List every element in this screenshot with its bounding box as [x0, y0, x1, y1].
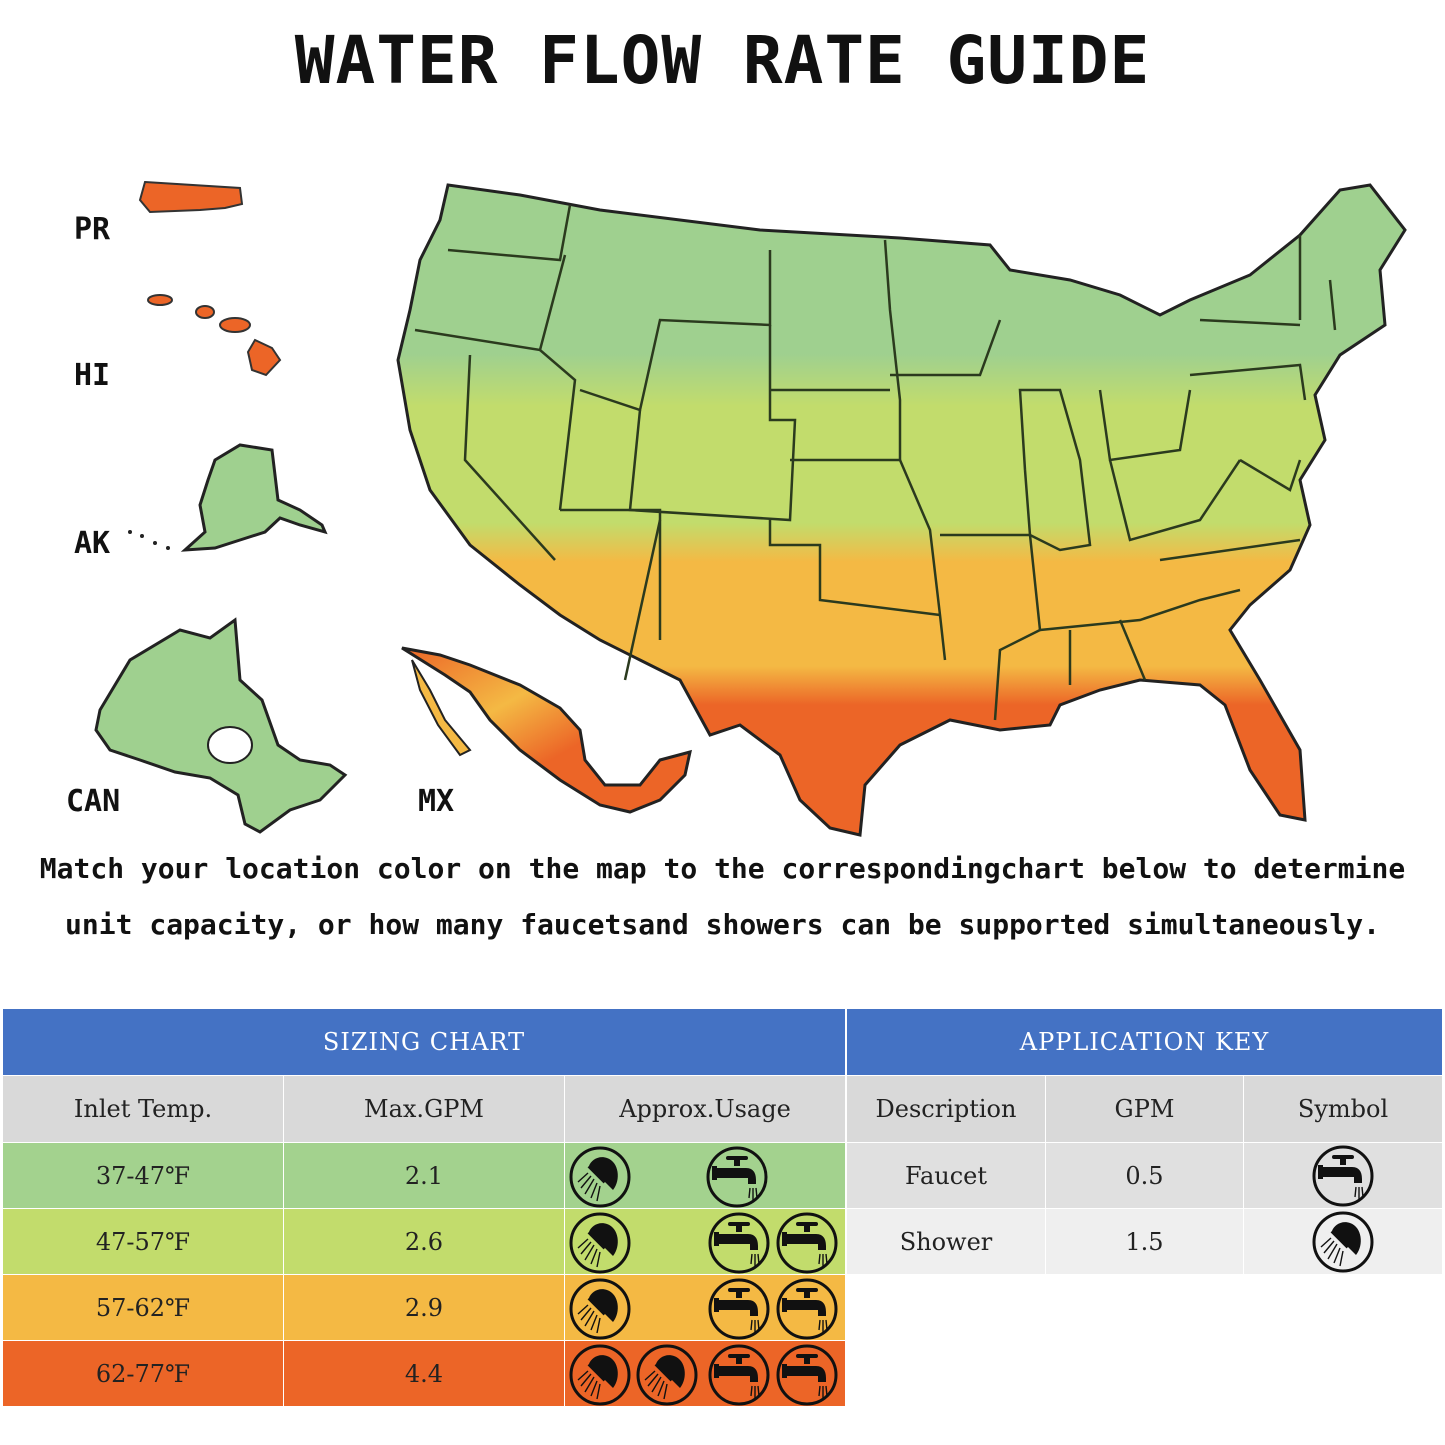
header-symbol: Symbol: [1242, 1075, 1444, 1143]
description-cell: Faucet: [846, 1142, 1046, 1209]
shower-icon: [1312, 1211, 1374, 1272]
gpm-cell: 2.1: [283, 1142, 565, 1209]
description-cell: Shower: [846, 1208, 1046, 1275]
usage-cell: [563, 1274, 847, 1341]
table-row: 47-57℉ 2.6: [2, 1208, 847, 1275]
faucet-icon: [706, 1146, 768, 1208]
gpm-cell: 2.6: [283, 1208, 565, 1275]
table-row: Shower 1.5: [846, 1208, 1444, 1275]
shower-icon: [636, 1344, 698, 1406]
usage-cell: [563, 1208, 847, 1275]
shower-icon: [569, 1146, 631, 1208]
label-can: CAN: [66, 784, 121, 819]
temp-cell: 37-47℉: [2, 1142, 284, 1209]
faucet-icon: [708, 1344, 770, 1406]
temp-cell: 57-62℉: [2, 1274, 284, 1341]
application-key: APPLICATION KEY Description GPM Symbol F…: [845, 1008, 1444, 1275]
label-hi: HI: [74, 358, 111, 393]
faucet-icon: [776, 1278, 838, 1340]
gpm-cell: 2.9: [283, 1274, 565, 1341]
header-inlet-temp: Inlet Temp.: [2, 1075, 284, 1143]
mexico-shape: [401, 646, 692, 814]
temp-cell: 62-77℉: [2, 1340, 284, 1407]
alaska-shape: [180, 443, 328, 552]
faucet-icon: [776, 1344, 838, 1406]
header-gpm: GPM: [1045, 1075, 1244, 1143]
table-row: 37-47℉ 2.1: [2, 1142, 847, 1209]
table-row: Faucet 0.5: [846, 1142, 1444, 1209]
header-max-gpm: Max.GPM: [283, 1075, 565, 1143]
canada-shape: [94, 617, 348, 834]
label-ak: AK: [74, 526, 111, 561]
faucet-icon: [1312, 1145, 1374, 1206]
application-key-title: APPLICATION KEY: [845, 1008, 1444, 1076]
table-row: 62-77℉ 4.4: [2, 1340, 847, 1407]
page-title: WATER FLOW RATE GUIDE: [294, 22, 1151, 99]
aleutian-islands: [128, 530, 170, 550]
gpm-cell: 0.5: [1045, 1142, 1244, 1209]
shower-icon: [569, 1344, 631, 1406]
map-graphic: [94, 180, 1407, 837]
gpm-cell: 1.5: [1045, 1208, 1244, 1275]
shower-icon: [569, 1212, 631, 1274]
usage-cell: [563, 1142, 847, 1209]
temp-cell: 47-57℉: [2, 1208, 284, 1275]
state-borders: [414, 204, 1337, 721]
symbol-cell: [1242, 1142, 1444, 1209]
sizing-chart: SIZING CHART Inlet Temp. Max.GPM Approx.…: [1, 1008, 847, 1407]
puerto-rico-shape: [138, 180, 244, 214]
shower-icon: [569, 1278, 631, 1340]
symbol-cell: [1242, 1208, 1444, 1275]
contiguous-us-shape: [396, 183, 1407, 837]
header-description: Description: [846, 1075, 1046, 1143]
faucet-icon: [776, 1212, 838, 1274]
gpm-cell: 4.4: [283, 1340, 565, 1407]
table-row: 57-62℉ 2.9: [2, 1274, 847, 1341]
faucet-icon: [708, 1278, 770, 1340]
caption-line-2: unit capacity, or how many faucetsand sh…: [65, 908, 1380, 941]
caption-line-1: Match your location color on the map to …: [39, 852, 1406, 885]
sizing-chart-title: SIZING CHART: [1, 1008, 847, 1076]
hawaii-shape: [147, 294, 282, 377]
label-pr: PR: [74, 212, 111, 247]
flow-rate-map: PR HI AK CAN MX: [0, 160, 1445, 850]
faucet-icon: [708, 1212, 770, 1274]
header-approx-usage: Approx.Usage: [563, 1075, 847, 1143]
label-mx: MX: [418, 784, 455, 819]
usage-cell: [563, 1340, 847, 1407]
